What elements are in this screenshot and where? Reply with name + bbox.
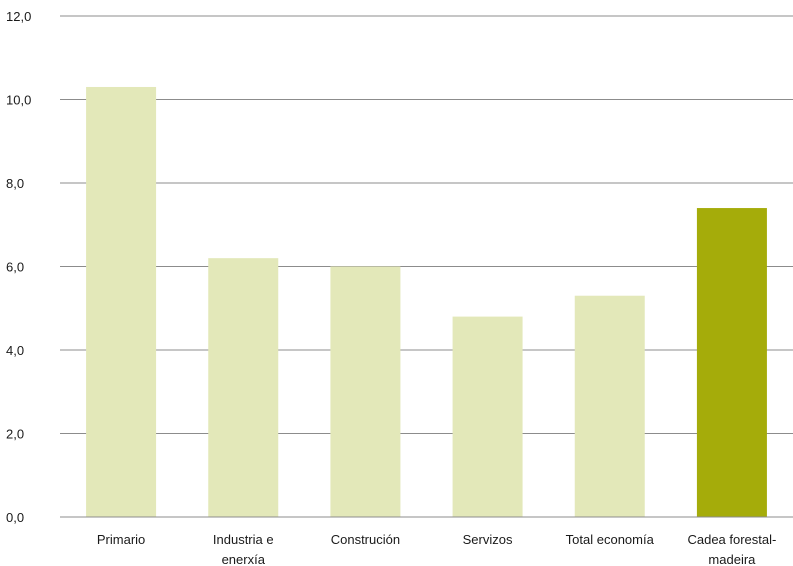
- y-tick-label: 2,0: [6, 427, 24, 442]
- y-axis-ticks: 0,0 2,0 4,0 6,0 8,0 10,0 12,0: [6, 9, 31, 525]
- bar: [697, 208, 767, 517]
- bar: [86, 87, 156, 517]
- x-category-label: madeira: [708, 552, 756, 566]
- bar: [330, 267, 400, 518]
- y-tick-label: 12,0: [6, 9, 31, 24]
- x-category-label: Servizos: [463, 532, 513, 547]
- y-tick-label: 4,0: [6, 343, 24, 358]
- bar: [575, 296, 645, 517]
- y-tick-label: 8,0: [6, 176, 24, 191]
- grid-lines: [60, 16, 793, 434]
- x-category-label: Primario: [97, 532, 145, 547]
- y-tick-label: 0,0: [6, 510, 24, 525]
- x-category-label: Total economía: [566, 532, 655, 547]
- bar: [208, 258, 278, 517]
- y-tick-label: 6,0: [6, 260, 24, 275]
- bar: [453, 317, 523, 517]
- x-axis-category-labels: Primario Industria e enerxía Construción Ser…: [97, 532, 776, 566]
- x-category-label: Construción: [331, 532, 400, 547]
- x-category-label: Industria e: [213, 532, 274, 547]
- x-category-label: Cadea forestal-: [687, 532, 776, 547]
- y-tick-label: 10,0: [6, 93, 31, 108]
- x-category-label: enerxía: [222, 552, 266, 566]
- bars: [86, 87, 767, 517]
